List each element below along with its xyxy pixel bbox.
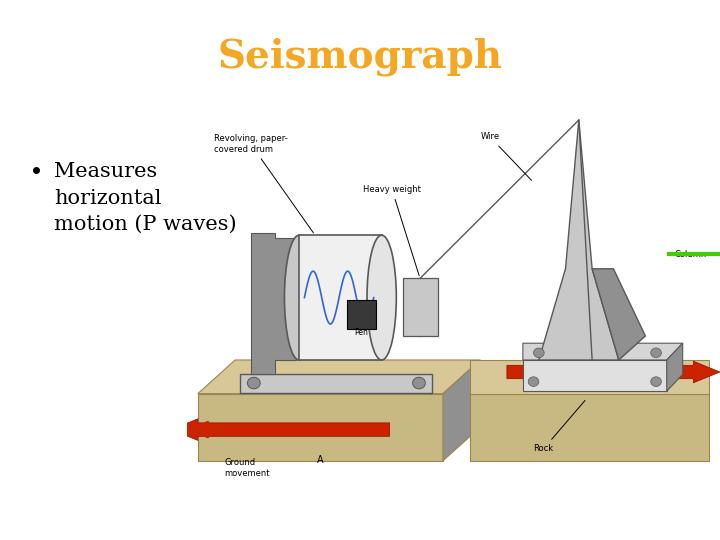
Bar: [240, 374, 432, 393]
Bar: [347, 300, 377, 329]
Polygon shape: [667, 343, 683, 391]
Text: Rock: Rock: [534, 401, 585, 453]
Text: Ground
movement: Ground movement: [225, 458, 270, 478]
Polygon shape: [443, 360, 480, 461]
Polygon shape: [539, 120, 618, 360]
Polygon shape: [592, 269, 645, 360]
Text: Wire: Wire: [480, 132, 531, 180]
Polygon shape: [469, 360, 709, 394]
Circle shape: [248, 377, 260, 389]
Text: Heavy weight: Heavy weight: [363, 185, 421, 276]
FancyArrow shape: [507, 361, 720, 383]
Text: A: A: [317, 455, 324, 465]
Circle shape: [651, 377, 662, 387]
Polygon shape: [198, 394, 443, 461]
Polygon shape: [198, 360, 480, 394]
Text: Seismograph: Seismograph: [217, 38, 503, 76]
Text: Column: Column: [675, 250, 707, 259]
Polygon shape: [523, 343, 683, 360]
Polygon shape: [469, 394, 709, 461]
Circle shape: [528, 377, 539, 387]
Text: Pen: Pen: [354, 328, 369, 337]
Polygon shape: [523, 360, 667, 391]
Circle shape: [413, 377, 426, 389]
Ellipse shape: [284, 235, 314, 360]
Bar: [403, 279, 438, 336]
Bar: [299, 235, 382, 360]
Polygon shape: [251, 233, 297, 374]
Text: Measures
horizontal
motion (P waves): Measures horizontal motion (P waves): [54, 162, 237, 234]
Ellipse shape: [367, 235, 396, 360]
Circle shape: [534, 348, 544, 357]
Text: Revolving, paper-
covered drum: Revolving, paper- covered drum: [214, 134, 313, 233]
FancyArrow shape: [171, 419, 390, 441]
Circle shape: [651, 348, 662, 357]
